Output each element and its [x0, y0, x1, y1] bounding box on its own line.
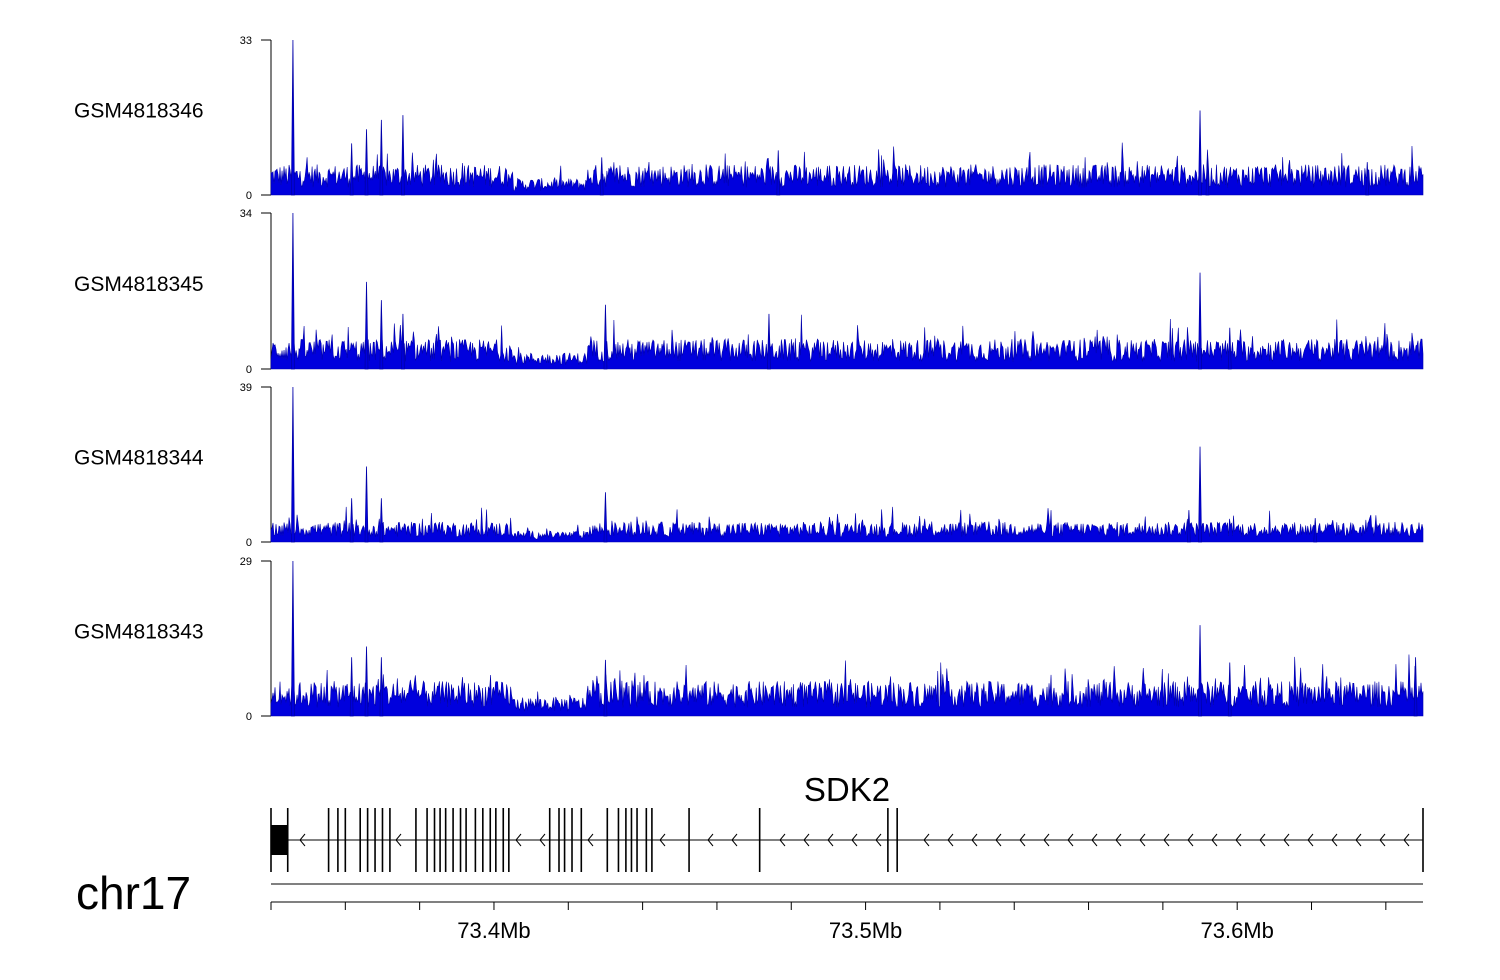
coverage-peak	[349, 498, 354, 543]
gene-exon-block	[271, 825, 288, 855]
strand-arrow	[1211, 833, 1218, 847]
coverage-peak	[349, 657, 354, 717]
coverage-area	[270, 142, 1424, 196]
coverage-peak	[603, 304, 608, 370]
strand-arrow	[971, 833, 978, 847]
coverage-peak	[603, 659, 608, 717]
strand-arrow	[1379, 833, 1386, 847]
y-tick-label-max: 33	[240, 35, 252, 47]
y-tick-label-min: 0	[246, 364, 252, 376]
coverage-peak	[767, 313, 771, 370]
coverage-tracks: GSM4818346330GSM4818345340GSM4818344390G…	[74, 35, 1424, 723]
strand-arrow	[995, 833, 1002, 847]
strand-arrow	[1331, 833, 1338, 847]
coverage-peak	[364, 466, 369, 543]
coverage-peak	[291, 386, 295, 543]
y-tick-label-min: 0	[246, 190, 252, 202]
track-label: GSM4818344	[74, 447, 204, 470]
strand-arrow	[1283, 833, 1290, 847]
coverage-peak	[1186, 510, 1191, 543]
x-tick-label: 73.4Mb	[457, 918, 530, 943]
coverage-peak	[364, 281, 369, 370]
strand-arrow	[707, 833, 714, 847]
coverage-peak	[291, 560, 295, 717]
y-tick-label-max: 34	[240, 208, 252, 220]
coverage-peak	[1205, 157, 1210, 196]
x-tick-label: 73.6Mb	[1200, 918, 1273, 943]
coverage-peak	[1198, 446, 1202, 543]
coverage-peak	[379, 119, 384, 196]
strand-arrow	[1403, 833, 1410, 847]
coverage-peak	[1365, 162, 1370, 196]
strand-arrow	[779, 833, 786, 847]
coverage-peak	[1227, 662, 1232, 717]
strand-arrow	[1307, 833, 1314, 847]
y-tick-label-min: 0	[246, 537, 252, 549]
coverage-peak	[401, 115, 405, 196]
coverage-peak	[379, 657, 384, 717]
x-tick-label: 73.5Mb	[829, 918, 902, 943]
coverage-peak	[1313, 518, 1318, 543]
strand-arrow	[1091, 833, 1098, 847]
track-label: GSM4818346	[74, 100, 204, 123]
coverage-peak	[1198, 272, 1202, 370]
coverage-peak	[349, 143, 354, 196]
strand-arrow	[1235, 833, 1242, 847]
coverage-peak	[291, 39, 295, 196]
genomic-axis: 73.4Mb 73.5Mb 73.6Mb	[270, 883, 1423, 943]
coverage-peak	[1227, 327, 1232, 370]
strand-arrow	[803, 833, 810, 847]
coverage-peak	[379, 498, 384, 543]
coverage-peak	[1198, 110, 1202, 196]
coverage-peak	[1413, 657, 1418, 717]
strand-arrow	[1355, 833, 1362, 847]
coverage-track-GSM4818346: GSM4818346 33 0	[74, 35, 1424, 202]
coverage-peak	[603, 492, 608, 543]
y-tick-label-max: 29	[240, 556, 252, 568]
strand-arrow	[947, 833, 954, 847]
coverage-track-GSM4818345: GSM4818345 34 0	[74, 208, 1424, 376]
strand-arrow	[539, 833, 546, 847]
track-label: GSM4818345	[74, 273, 204, 296]
strand-arrow	[1187, 833, 1194, 847]
strand-arrow	[827, 833, 834, 847]
strand-arrow	[731, 833, 738, 847]
strand-arrow	[395, 833, 402, 847]
coverage-area	[270, 654, 1424, 717]
coverage-peak	[776, 150, 781, 196]
coverage-peak	[364, 129, 369, 196]
coverage-peak	[1198, 625, 1202, 717]
strand-arrow	[1259, 833, 1266, 847]
strand-arrow	[587, 833, 594, 847]
coverage-track-GSM4818343: GSM4818343 29 0	[74, 556, 1424, 723]
strand-arrow	[875, 833, 882, 847]
coverage-area	[270, 314, 1424, 370]
coverage-peak	[291, 212, 295, 370]
strand-arrow	[851, 833, 858, 847]
y-tick-label-min: 0	[246, 711, 252, 723]
gene-track: SDK2 chr17	[76, 771, 1424, 919]
coverage-peak	[364, 646, 369, 717]
strand-arrow	[1019, 833, 1026, 847]
gene-label: SDK2	[804, 771, 890, 808]
y-tick-label-max: 39	[240, 382, 252, 394]
coverage-peak	[401, 313, 405, 370]
strand-arrow	[515, 833, 522, 847]
strand-arrow	[923, 833, 930, 847]
strand-arrow	[1139, 833, 1146, 847]
strand-arrow	[299, 833, 306, 847]
coverage-track-GSM4818344: GSM4818344 39 0	[74, 382, 1424, 549]
strand-arrow	[659, 833, 666, 847]
track-label: GSM4818343	[74, 621, 204, 644]
coverage-peak	[379, 300, 384, 370]
strand-arrow	[1043, 833, 1050, 847]
strand-arrow	[1163, 833, 1170, 847]
coverage-peak	[599, 157, 604, 196]
strand-arrow	[1115, 833, 1122, 847]
chromosome-label: chr17	[76, 867, 191, 919]
strand-arrow	[1067, 833, 1074, 847]
coverage-area	[270, 506, 1424, 543]
